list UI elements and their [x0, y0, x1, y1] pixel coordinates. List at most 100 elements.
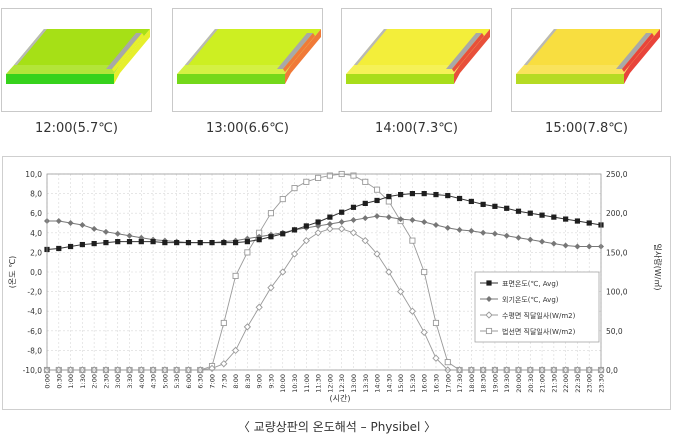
- data-point: [115, 239, 121, 245]
- data-point: [349, 229, 358, 237]
- y-tick-label: -2,0: [27, 288, 42, 297]
- x-tick-label: 7:30: [220, 374, 228, 389]
- y-tick-label: -4,0: [27, 307, 42, 316]
- y2-tick-label: 150,0: [606, 248, 628, 257]
- data-point: [373, 250, 381, 258]
- y-tick-label: 2,0: [30, 248, 42, 257]
- deck-barrier-side: [283, 33, 315, 72]
- data-point: [421, 191, 427, 197]
- x-tick-label: 8:00: [232, 374, 240, 389]
- data-point: [268, 234, 274, 240]
- x-tick-label: 13:30: [362, 374, 370, 393]
- data-point: [492, 203, 498, 209]
- data-point: [326, 225, 334, 233]
- data-point: [361, 237, 369, 245]
- x-tick-label: 21:00: [539, 374, 547, 393]
- data-point: [290, 250, 299, 258]
- x-tick-label: 20:30: [527, 374, 535, 393]
- thumbnail-label: 13:00(6.6℃): [206, 121, 289, 136]
- x-tick-label: 3:00: [114, 374, 122, 389]
- y2-tick-label: 250,0: [606, 170, 628, 179]
- legend-label: 표면온도(℃, Avg): [502, 279, 559, 288]
- data-point: [386, 193, 392, 200]
- deck-side-face: [454, 29, 490, 84]
- data-point: [373, 186, 381, 193]
- x-tick-label: 21:30: [550, 374, 558, 393]
- x-tick-label: 13:00: [350, 374, 358, 393]
- x-tick-label: 23:00: [586, 374, 594, 393]
- deck-top-face: [14, 29, 150, 65]
- data-point: [574, 243, 581, 250]
- data-point: [339, 209, 345, 215]
- deck-barrier: [106, 33, 142, 69]
- data-point: [385, 198, 392, 205]
- deck-top-face: [524, 29, 660, 65]
- data-point: [539, 238, 546, 245]
- legend-box: [474, 271, 600, 343]
- series-1: [44, 191, 604, 253]
- data-point: [408, 307, 417, 315]
- x-tick-label: 4:00: [138, 374, 146, 389]
- deck-front-lip: [346, 65, 460, 74]
- data-point: [432, 221, 439, 228]
- data-point: [67, 220, 74, 226]
- x-tick-label: 5:00: [161, 374, 169, 389]
- thumbnail-15-00: [511, 8, 662, 112]
- deck-barrier-side: [452, 33, 484, 72]
- data-point: [302, 237, 310, 245]
- deck-edge: [354, 29, 387, 65]
- y-axis-label: (온도 ℃): [8, 256, 17, 289]
- x-tick-label: 3:30: [126, 374, 134, 389]
- y-tick-label: 10,0: [25, 170, 42, 179]
- data-point: [562, 242, 569, 249]
- data-point: [79, 241, 85, 248]
- thumbnail-strip: 12:00(5.7℃) 13:00(6.6℃) 14:00(7.3℃) 15:0…: [0, 0, 674, 142]
- data-point: [303, 223, 309, 229]
- data-point: [468, 198, 474, 205]
- x-tick-label: 8:30: [244, 374, 252, 389]
- data-point: [150, 239, 156, 245]
- data-point: [267, 284, 275, 292]
- y2-tick-label: 50,0: [606, 327, 623, 336]
- chart-frame: 10,0 8,0 6,0 4,0 2,0 0,0 -2,0 -4,0 -6,0 -8,0 -10,0…: [2, 156, 671, 410]
- x-tick-label: 18:00: [468, 374, 476, 393]
- x-tick-label: 16:00: [421, 374, 429, 393]
- data-point: [586, 243, 593, 250]
- x-tick-label: 19:30: [503, 374, 511, 393]
- x-tick-label: 9:00: [256, 374, 264, 389]
- data-point: [551, 214, 557, 220]
- figure-caption: 〈 교량상판의 온도해석 – Physibel 〉: [237, 420, 437, 434]
- data-point: [126, 232, 133, 239]
- plot-area-border: [46, 173, 602, 371]
- x-tick-label: 22:30: [574, 374, 582, 393]
- data-point: [162, 240, 168, 246]
- data-point: [232, 272, 239, 279]
- data-point: [397, 216, 404, 223]
- legend-label: 수평면 직달일사(W/m2): [502, 311, 576, 320]
- data-point: [326, 220, 333, 227]
- deck-barrier-side: [622, 33, 654, 72]
- x-tick-label: 15:00: [397, 374, 405, 393]
- data-point: [433, 191, 439, 198]
- data-point: [126, 239, 133, 245]
- data-point: [221, 240, 227, 246]
- data-point: [326, 172, 333, 179]
- data-point: [197, 240, 203, 246]
- y2-tick-label: 200,0: [606, 209, 628, 218]
- data-point: [374, 213, 381, 220]
- deck-edge: [185, 29, 218, 65]
- deck-side-face: [624, 29, 660, 84]
- x-tick-label: 9:30: [267, 374, 275, 389]
- data-point: [315, 219, 321, 225]
- y2-axis-label: 일사량(W/㎡): [653, 244, 663, 291]
- x-tick-label: 17:30: [456, 374, 464, 393]
- x-tick-label: 15:30: [409, 374, 417, 393]
- y-tick-label: -8,0: [27, 346, 42, 355]
- legend-label: 법선면 직달일사(W/m2): [502, 327, 576, 336]
- data-point: [468, 227, 475, 234]
- x-tick-label: 10:00: [279, 374, 287, 393]
- deck-front-face: [516, 74, 624, 84]
- deck-barrier: [616, 33, 652, 69]
- data-point: [314, 229, 322, 237]
- x-tick-label: 16:30: [432, 374, 440, 393]
